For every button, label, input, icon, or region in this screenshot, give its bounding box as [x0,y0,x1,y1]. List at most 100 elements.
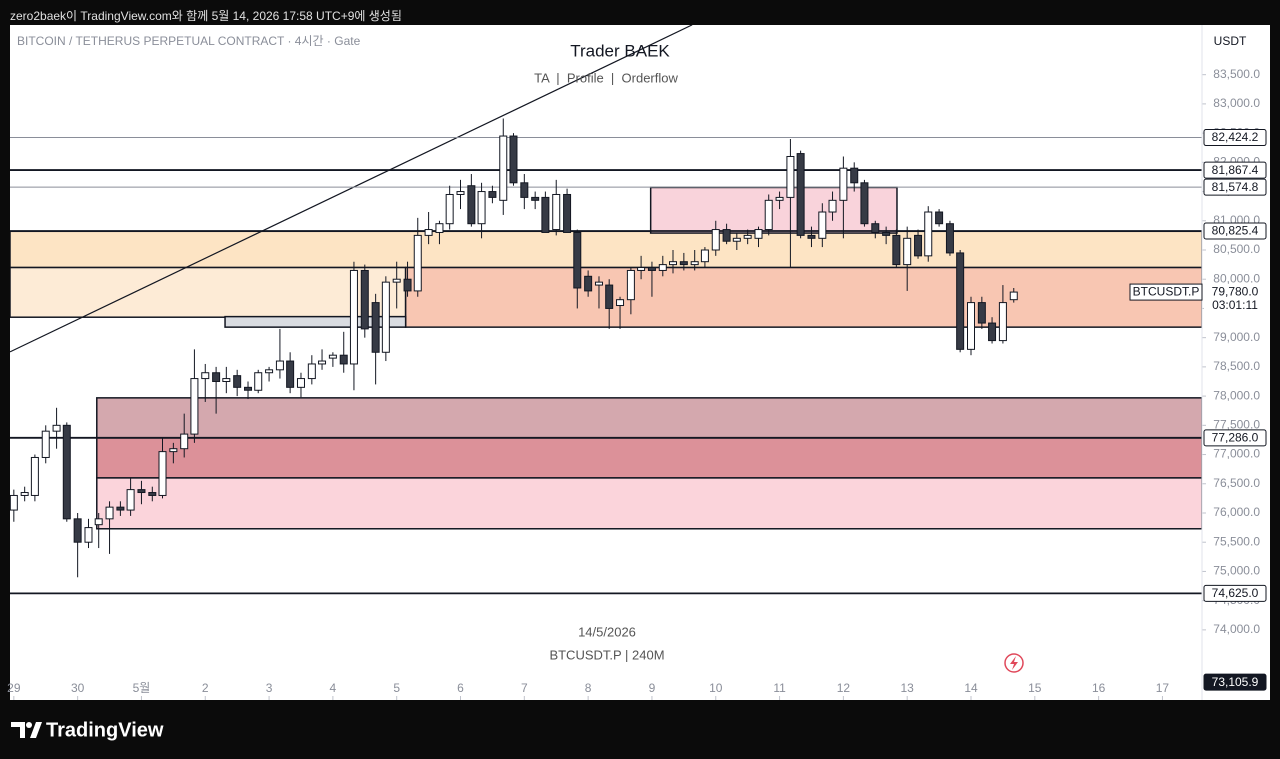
y-tick-label: 80,000.0 [1213,271,1260,285]
trendline [10,25,693,353]
x-tick-label: 17 [1156,681,1170,695]
candle-body [945,223,954,254]
price-label: 77,286.0 [1212,431,1259,445]
candle-body [339,354,348,365]
candle-body [839,167,848,201]
candle-body [700,249,709,263]
candle-body [563,193,572,233]
symbol-label-box [1129,283,1203,301]
y-tick-label: 75,500.0 [1213,534,1260,548]
candle-body [222,378,231,382]
y-tick-label: 79,000.0 [1213,330,1260,344]
zone [96,437,1202,479]
x-tick-label: 3 [266,681,273,695]
plot-area [10,25,1202,595]
candle-body [30,456,39,496]
candle-body [286,360,295,388]
footer-logo: TradingView [46,719,164,741]
overlay: 74,000.074,500.075,000.075,500.076,000.0… [7,25,1267,700]
candle-body [435,223,444,233]
candle-body [903,237,912,266]
candle-body [594,281,603,286]
x-tick-label: 9 [649,681,656,695]
candle-body [254,372,263,391]
x-tick-label: 8 [585,681,592,695]
price-label-box [1203,161,1267,179]
x-tick-label: 11 [773,681,786,695]
candle-body [392,278,401,283]
candle-body [786,155,795,198]
candle-body [850,167,859,184]
candle-body [871,223,880,233]
candle-body [445,193,454,225]
countdown-label: 03:01:11 [1212,298,1258,312]
last-price-label: 79,780.0 [1212,285,1259,299]
candle-body [754,229,763,239]
candle-body [647,267,656,271]
logo-mark [11,722,42,738]
candle-body [212,372,221,382]
zone [224,315,407,328]
candle-body [328,354,337,359]
x-tick-label: 5 [393,681,400,695]
x-tick-label: 29 [7,681,21,695]
candle-body [956,252,965,350]
price-label: 81,867.4 [1212,163,1259,177]
candle-body [541,196,550,233]
candle-body [509,135,518,184]
x-tick-label: 15 [1028,681,1042,695]
candle-body [488,191,497,198]
x-tick-label: 13 [901,681,915,695]
candle-body [158,451,167,496]
price-label: 73,105.9 [1212,675,1259,689]
candle-body [616,299,625,307]
candle-body [988,322,997,342]
price-label-box [1203,429,1267,447]
candle-body [20,492,29,496]
candle-body [882,231,891,236]
candle-body [73,518,82,543]
candle-body [935,211,944,225]
price-label: 81,574.8 [1212,180,1259,194]
candle-body [637,267,646,271]
header: zero2baek이 TradingView.com와 함께 5월 14, 20… [10,9,402,23]
candle-body [371,302,380,353]
candle-body [456,191,465,195]
candle-body [892,234,901,266]
candle-body [669,261,678,266]
zone [10,266,407,318]
price-label-box [1203,584,1267,602]
x-tick-label: 12 [837,681,851,695]
candle-body [116,506,125,511]
candle-body [499,135,508,201]
candle-body [381,281,390,353]
candle-body [180,433,189,450]
candle-body [41,430,50,458]
y-tick-label: 78,500.0 [1213,359,1260,373]
zone [10,230,1202,269]
alert-icon [1004,653,1024,673]
candle-body [84,527,93,543]
y-tick-label: 75,000.0 [1213,564,1260,578]
y-tick-label: 80,500.0 [1213,242,1260,256]
candle-body [307,363,316,380]
candle-body [360,269,369,330]
candle-body [349,269,358,365]
candle-body [318,360,327,365]
candle-body [244,386,253,391]
price-label: 82,424.2 [1212,130,1259,144]
zone [96,397,1202,439]
candle-body [148,492,157,496]
y-tick-label: 77,500.0 [1213,417,1260,431]
y-tick-label: 77,000.0 [1213,447,1260,461]
candle-body [137,489,146,494]
candle-body [233,375,242,388]
y-tick-label: 78,000.0 [1213,388,1260,402]
candle-body [201,372,210,380]
candle-body [10,494,18,511]
candle-body [998,302,1007,342]
candle-body [977,302,986,324]
candle-body [169,448,178,453]
candle-body [552,193,561,231]
